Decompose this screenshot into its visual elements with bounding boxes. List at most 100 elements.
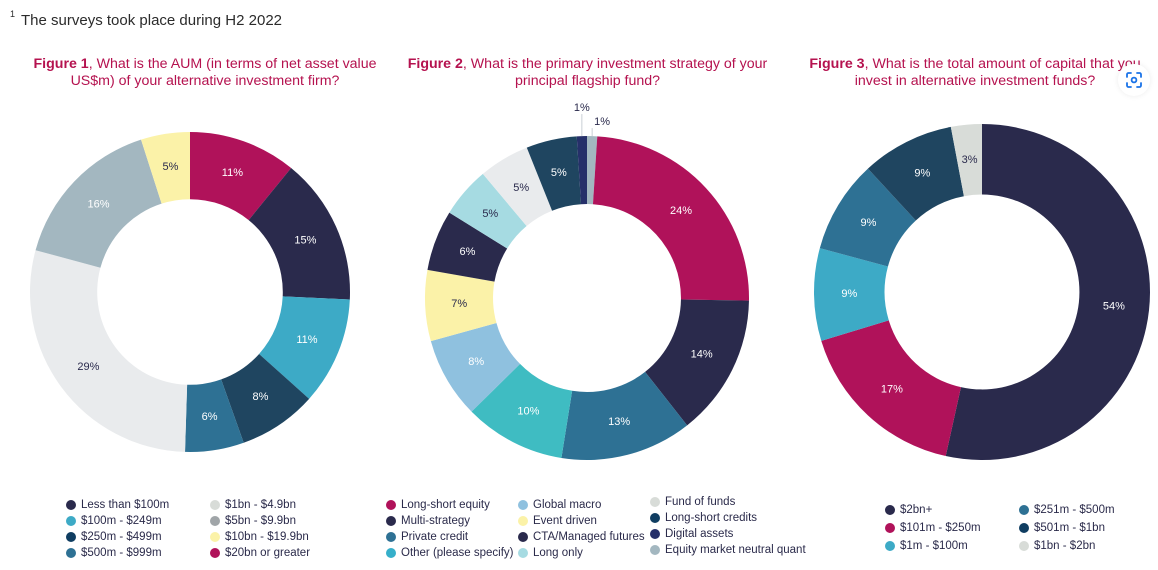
figure-1-legend-col-2: $1bn - $4.9bn $5bn - $9.9bn $10bn - $19.9b… — [210, 497, 310, 561]
legend-swatch-icon — [1019, 523, 1029, 533]
slice-label-5bn-9-9bn: 16% — [88, 199, 110, 211]
figure-3-donut-chart: 54% 17% 9% 9% 9% 3% — [814, 124, 1150, 460]
figure-2-legend-col-2: Global macro Event driven CTA/Managed futu… — [518, 497, 645, 561]
slice-label-101m-250m: 17% — [881, 383, 903, 395]
figure-3-legend-col-1: $2bn+ $101m - $250m $1m - $100m — [885, 501, 981, 555]
legend-item-fund-of-funds: Fund of funds — [650, 494, 806, 510]
legend-swatch-icon — [66, 532, 76, 542]
legend-label: Other (please specify) — [401, 547, 514, 559]
legend-swatch-icon — [885, 523, 895, 533]
legend-item-250m-499m: $250m - $499m — [66, 529, 169, 545]
slice-less-than-100m — [248, 168, 350, 300]
legend-item-501m-1bn: $501m - $1bn — [1019, 519, 1115, 537]
legend-item-2bn: $2bn+ — [885, 501, 981, 519]
visual-search-button[interactable] — [1118, 64, 1150, 96]
legend-item-private-credit: Private credit — [386, 529, 514, 545]
slice-multi-strategy — [645, 299, 749, 426]
slice-label-long-short-equity: 24% — [670, 205, 692, 217]
legend-item-less-than-100m: Less than $100m — [66, 497, 169, 513]
slice-fund-of-funds — [482, 147, 553, 227]
slice-equity-market-neutral-quant — [587, 136, 598, 205]
figure-3-question: , What is the total amount of capital th… — [854, 56, 1141, 89]
slice-label-global-macro: 8% — [468, 356, 484, 368]
legend-label: Digital assets — [665, 528, 734, 540]
slice-long-short-equity — [592, 136, 749, 301]
slice-long-short-credits — [526, 136, 582, 211]
legend-label: Long-short equity — [401, 499, 490, 511]
legend-label: Global macro — [533, 499, 602, 511]
legend-swatch-icon — [650, 497, 660, 507]
slice-250m-499m — [221, 353, 310, 443]
slice-other-please-specify — [471, 363, 573, 458]
figure-2-label: Figure 2 — [407, 56, 463, 72]
legend-label: $2bn+ — [900, 504, 933, 516]
legend-label: CTA/Managed futures — [533, 531, 645, 543]
legend-swatch-icon — [650, 529, 660, 539]
legend-swatch-icon — [518, 516, 528, 526]
slice-501m-1bn — [867, 126, 964, 221]
slice-label-digital-assets: 1% — [574, 102, 590, 114]
legend-swatch-icon — [66, 516, 76, 526]
slice-label-fund-of-funds: 5% — [513, 182, 529, 194]
figure-2-title: Figure 2, What is the primary investment… — [400, 56, 775, 90]
legend-label: Private credit — [401, 531, 469, 543]
legend-item-long-only: Long only — [518, 545, 645, 561]
slice-label-100m-249m: 11% — [296, 334, 317, 346]
slice-label-1bn-2bn: 3% — [962, 154, 978, 166]
legend-label: $20bn or greater — [225, 547, 311, 559]
footnote: 1 The surveys took place during H2 2022 — [10, 9, 282, 29]
legend-item-500m-999m: $500m - $999m — [66, 545, 169, 561]
legend-item-10bn-19-9bn: $10bn - $19.9bn — [210, 529, 310, 545]
slice-101m-250m — [821, 320, 961, 457]
legend-label: $1bn - $4.9bn — [225, 499, 296, 511]
slice-event-driven — [425, 269, 497, 342]
legend-item-1bn-2bn: $1bn - $2bn — [1019, 537, 1115, 555]
legend-label: $100m - $249m — [81, 515, 162, 527]
legend-item-100m-249m: $100m - $249m — [66, 513, 169, 529]
slice-label-2bn: 54% — [1103, 300, 1125, 312]
slice-500m-999m — [185, 379, 244, 452]
legend-swatch-icon — [66, 548, 76, 558]
legend-item-5bn-9-9bn: $5bn - $9.9bn — [210, 513, 310, 529]
legend-swatch-icon — [518, 548, 528, 558]
legend-label: $1bn - $2bn — [1034, 540, 1096, 552]
legend-item-cta-managed-futures: CTA/Managed futures — [518, 529, 645, 545]
slice-label-long-only: 5% — [482, 208, 498, 220]
figure-1-legend-col-1: Less than $100m $100m - $249m $250m - $499… — [66, 497, 169, 561]
figure-2-question: , What is the primary investment strateg… — [462, 56, 768, 89]
slice-global-macro — [430, 323, 521, 412]
legend-label: $5bn - $9.9bn — [225, 515, 296, 527]
slice-label-250m-499m: 8% — [252, 391, 268, 403]
slice-label-less-than-100m: 15% — [294, 234, 316, 246]
slice-label-500m-999m: 6% — [202, 411, 218, 423]
legend-swatch-icon — [386, 516, 396, 526]
legend-label: $101m - $250m — [900, 522, 981, 534]
figure-1-title: Figure 1, What is the AUM (in terms of n… — [15, 56, 395, 90]
legend-item-1bn-4-9bn: $1bn - $4.9bn — [210, 497, 310, 513]
slice-label-long-short-credits: 5% — [551, 167, 567, 179]
legend-label: $500m - $999m — [81, 547, 162, 559]
legend-swatch-icon — [386, 500, 396, 510]
slice-label-event-driven: 7% — [451, 298, 467, 310]
legend-swatch-icon — [1019, 541, 1029, 551]
slice-1bn-4-9bn — [29, 250, 188, 452]
legend-item-long-short-credits: Long-short credits — [650, 510, 806, 526]
figure-2-donut-chart: 24% 14% 13% 10% 8% 7% 6% 5% 5% 5% 1% 1% — [425, 102, 749, 460]
slice-digital-assets — [576, 136, 587, 205]
legend-label: Long-short credits — [665, 512, 758, 524]
legend-label: Less than $100m — [81, 499, 170, 511]
figure-3-legend-col-2: $251m - $500m $501m - $1bn $1bn - $2bn — [1019, 501, 1115, 555]
figure-3-title: Figure 3, What is the total amount of ca… — [795, 56, 1155, 90]
legend-swatch-icon — [518, 532, 528, 542]
slice-20bn-or-greater — [190, 132, 292, 221]
footnote-text: The surveys took place during H2 2022 — [21, 12, 282, 29]
slice-251m-500m — [819, 168, 916, 267]
slice-label-1bn-4-9bn: 29% — [77, 361, 99, 373]
legend-label: $501m - $1bn — [1034, 522, 1105, 534]
legend-label: $10bn - $19.9bn — [225, 531, 309, 543]
legend-swatch-icon — [210, 516, 220, 526]
slice-label-501m-1bn: 9% — [914, 167, 930, 179]
legend-item-long-short-equity: Long-short equity — [386, 497, 514, 513]
legend-swatch-icon — [66, 500, 76, 510]
legend-item-global-macro: Global macro — [518, 497, 645, 513]
